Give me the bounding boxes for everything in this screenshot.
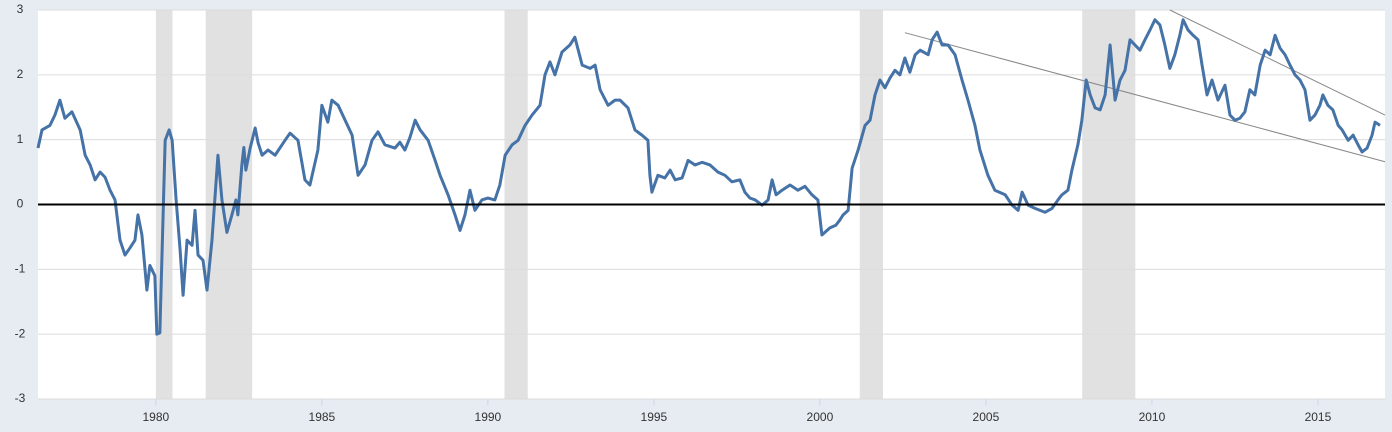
x-tick-label: 1990 [475,410,502,424]
x-tick-label: 2010 [1139,410,1166,424]
x-tick-label: 2005 [973,410,1000,424]
x-tick-label: 1995 [641,410,668,424]
y-tick-label: -1 [15,262,26,276]
y-tick-label: -2 [15,326,26,340]
y-tick-label: 1 [17,132,24,146]
x-tick-label: 1985 [309,410,336,424]
y-tick-label: -3 [15,391,26,405]
y-tick-label: 3 [17,2,24,16]
y-tick-label: 0 [17,197,24,211]
trend-line [1169,9,1386,116]
x-tick-label: 2015 [1305,410,1332,424]
data-line [36,18,1381,336]
trend-line [904,32,1386,163]
y-tick-label: 2 [17,67,24,81]
x-tick-label: 1980 [143,410,170,424]
x-tick-label: 2000 [807,410,834,424]
